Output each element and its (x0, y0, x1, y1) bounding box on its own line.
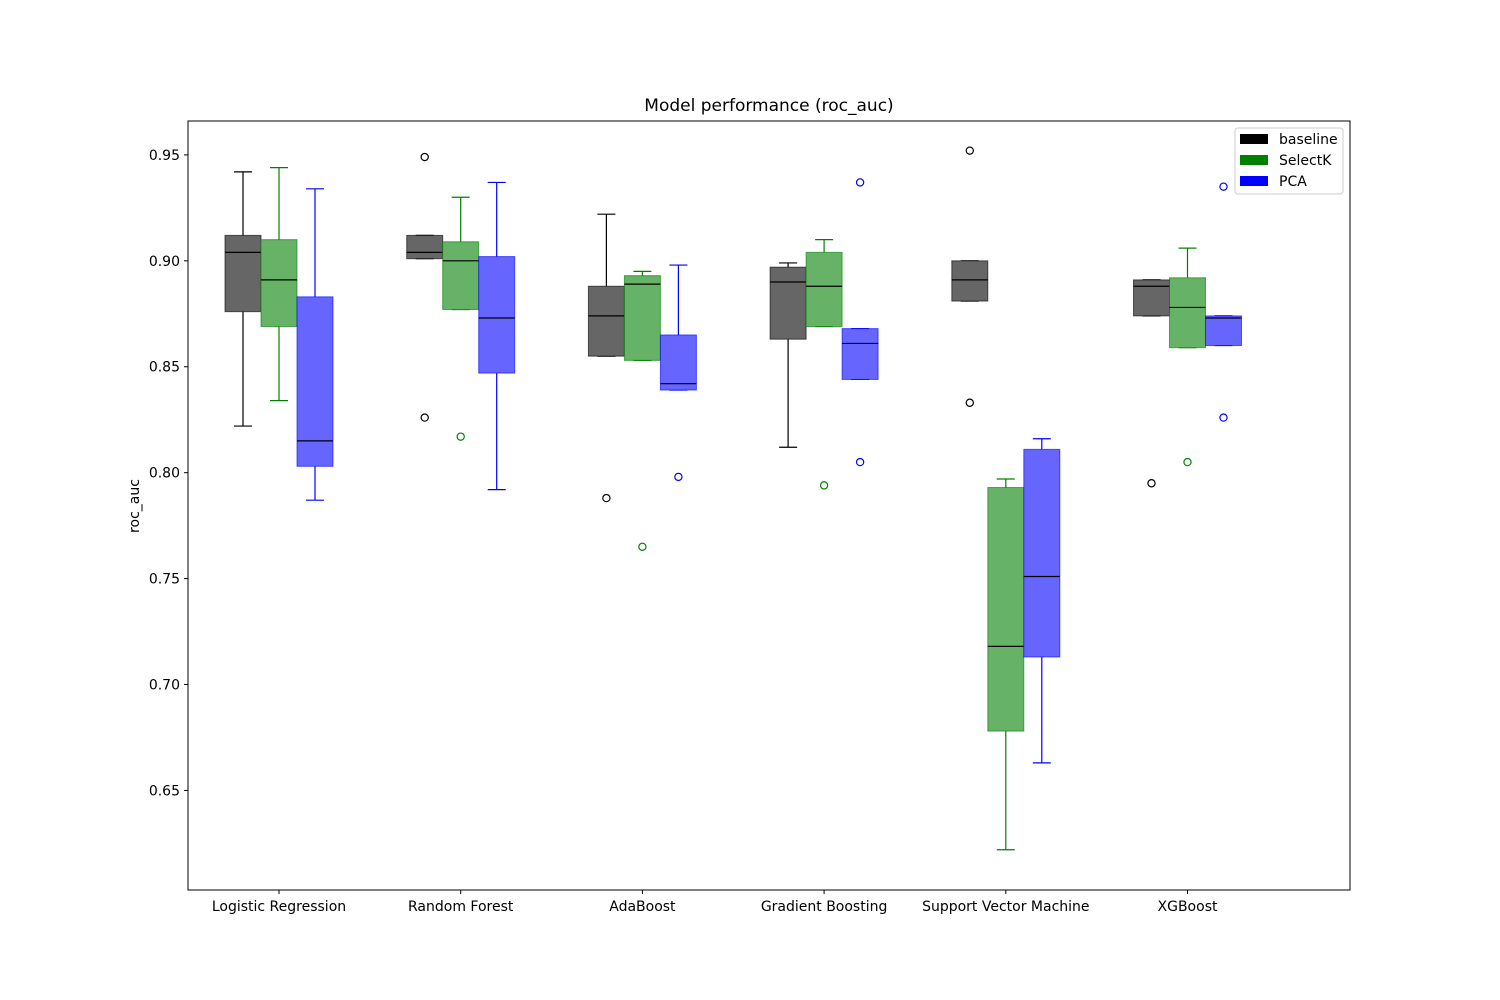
box (260, 239, 298, 327)
outlier-point (674, 472, 683, 482)
outlier-point (1219, 182, 1228, 191)
outlier-point (602, 493, 611, 503)
x-tick-label: Support Vector Machine (922, 899, 1089, 915)
x-tick-label: Logistic Regression (212, 899, 346, 915)
outlier-point (965, 398, 975, 407)
box (1133, 279, 1170, 317)
y-tick-label: 0.80 (149, 466, 180, 482)
y-tick-label: 0.70 (149, 678, 180, 694)
y-axis: 0.65 0.70 0.75 0.80 0.85 0.90 0.95 (149, 148, 188, 799)
plot-area (224, 146, 1242, 851)
outlier-point (1183, 457, 1192, 467)
series-baseline (224, 146, 1170, 503)
legend-label: PCA (1279, 174, 1307, 190)
box (659, 334, 697, 391)
legend-swatch (1240, 155, 1268, 165)
x-tick-label: XGBoost (1158, 899, 1218, 915)
box (296, 296, 334, 467)
x-tick-label: AdaBoost (609, 899, 676, 915)
outlier-point (420, 152, 429, 162)
legend: baseline SelectK PCA (1234, 127, 1344, 195)
plot-frame (187, 120, 1351, 891)
chart-title: Model performance (roc_auc) (644, 96, 893, 116)
outlier-point (855, 178, 865, 187)
y-tick-label: 0.65 (149, 783, 180, 799)
legend-swatch (1240, 176, 1268, 186)
box (805, 251, 843, 327)
outlier-point (1147, 479, 1156, 488)
box (406, 234, 444, 260)
y-tick-label: 0.90 (149, 254, 180, 270)
y-axis-label: roc_auc (127, 479, 143, 533)
box (478, 256, 516, 374)
outlier-point (1219, 413, 1228, 422)
x-tick-label: Random Forest (408, 899, 514, 915)
x-axis: Logistic Regression Random Forest AdaBoost… (212, 890, 1218, 915)
legend-swatch (1240, 134, 1268, 144)
box (1023, 448, 1061, 658)
box (224, 234, 262, 313)
box (1205, 315, 1242, 347)
outlier-point (420, 413, 429, 422)
outlier-point (456, 432, 465, 441)
series-pca (296, 178, 1242, 764)
box (623, 275, 661, 361)
box (769, 266, 807, 340)
legend-label: SelectK (1279, 153, 1332, 169)
legend-label: baseline (1279, 132, 1338, 148)
series-selectk (260, 167, 1206, 851)
outlier-point (819, 481, 829, 490)
x-tick-label: Gradient Boosting (761, 899, 888, 915)
y-tick-label: 0.95 (149, 148, 180, 164)
y-tick-label: 0.85 (149, 360, 180, 376)
box (587, 285, 625, 357)
outlier-point (965, 146, 975, 155)
box (442, 241, 480, 311)
box (841, 328, 879, 380)
outlier-point (638, 542, 647, 552)
y-tick-label: 0.75 (149, 572, 180, 588)
box (951, 260, 989, 302)
outlier-point (855, 457, 865, 467)
box (1169, 277, 1206, 349)
box (987, 486, 1025, 732)
